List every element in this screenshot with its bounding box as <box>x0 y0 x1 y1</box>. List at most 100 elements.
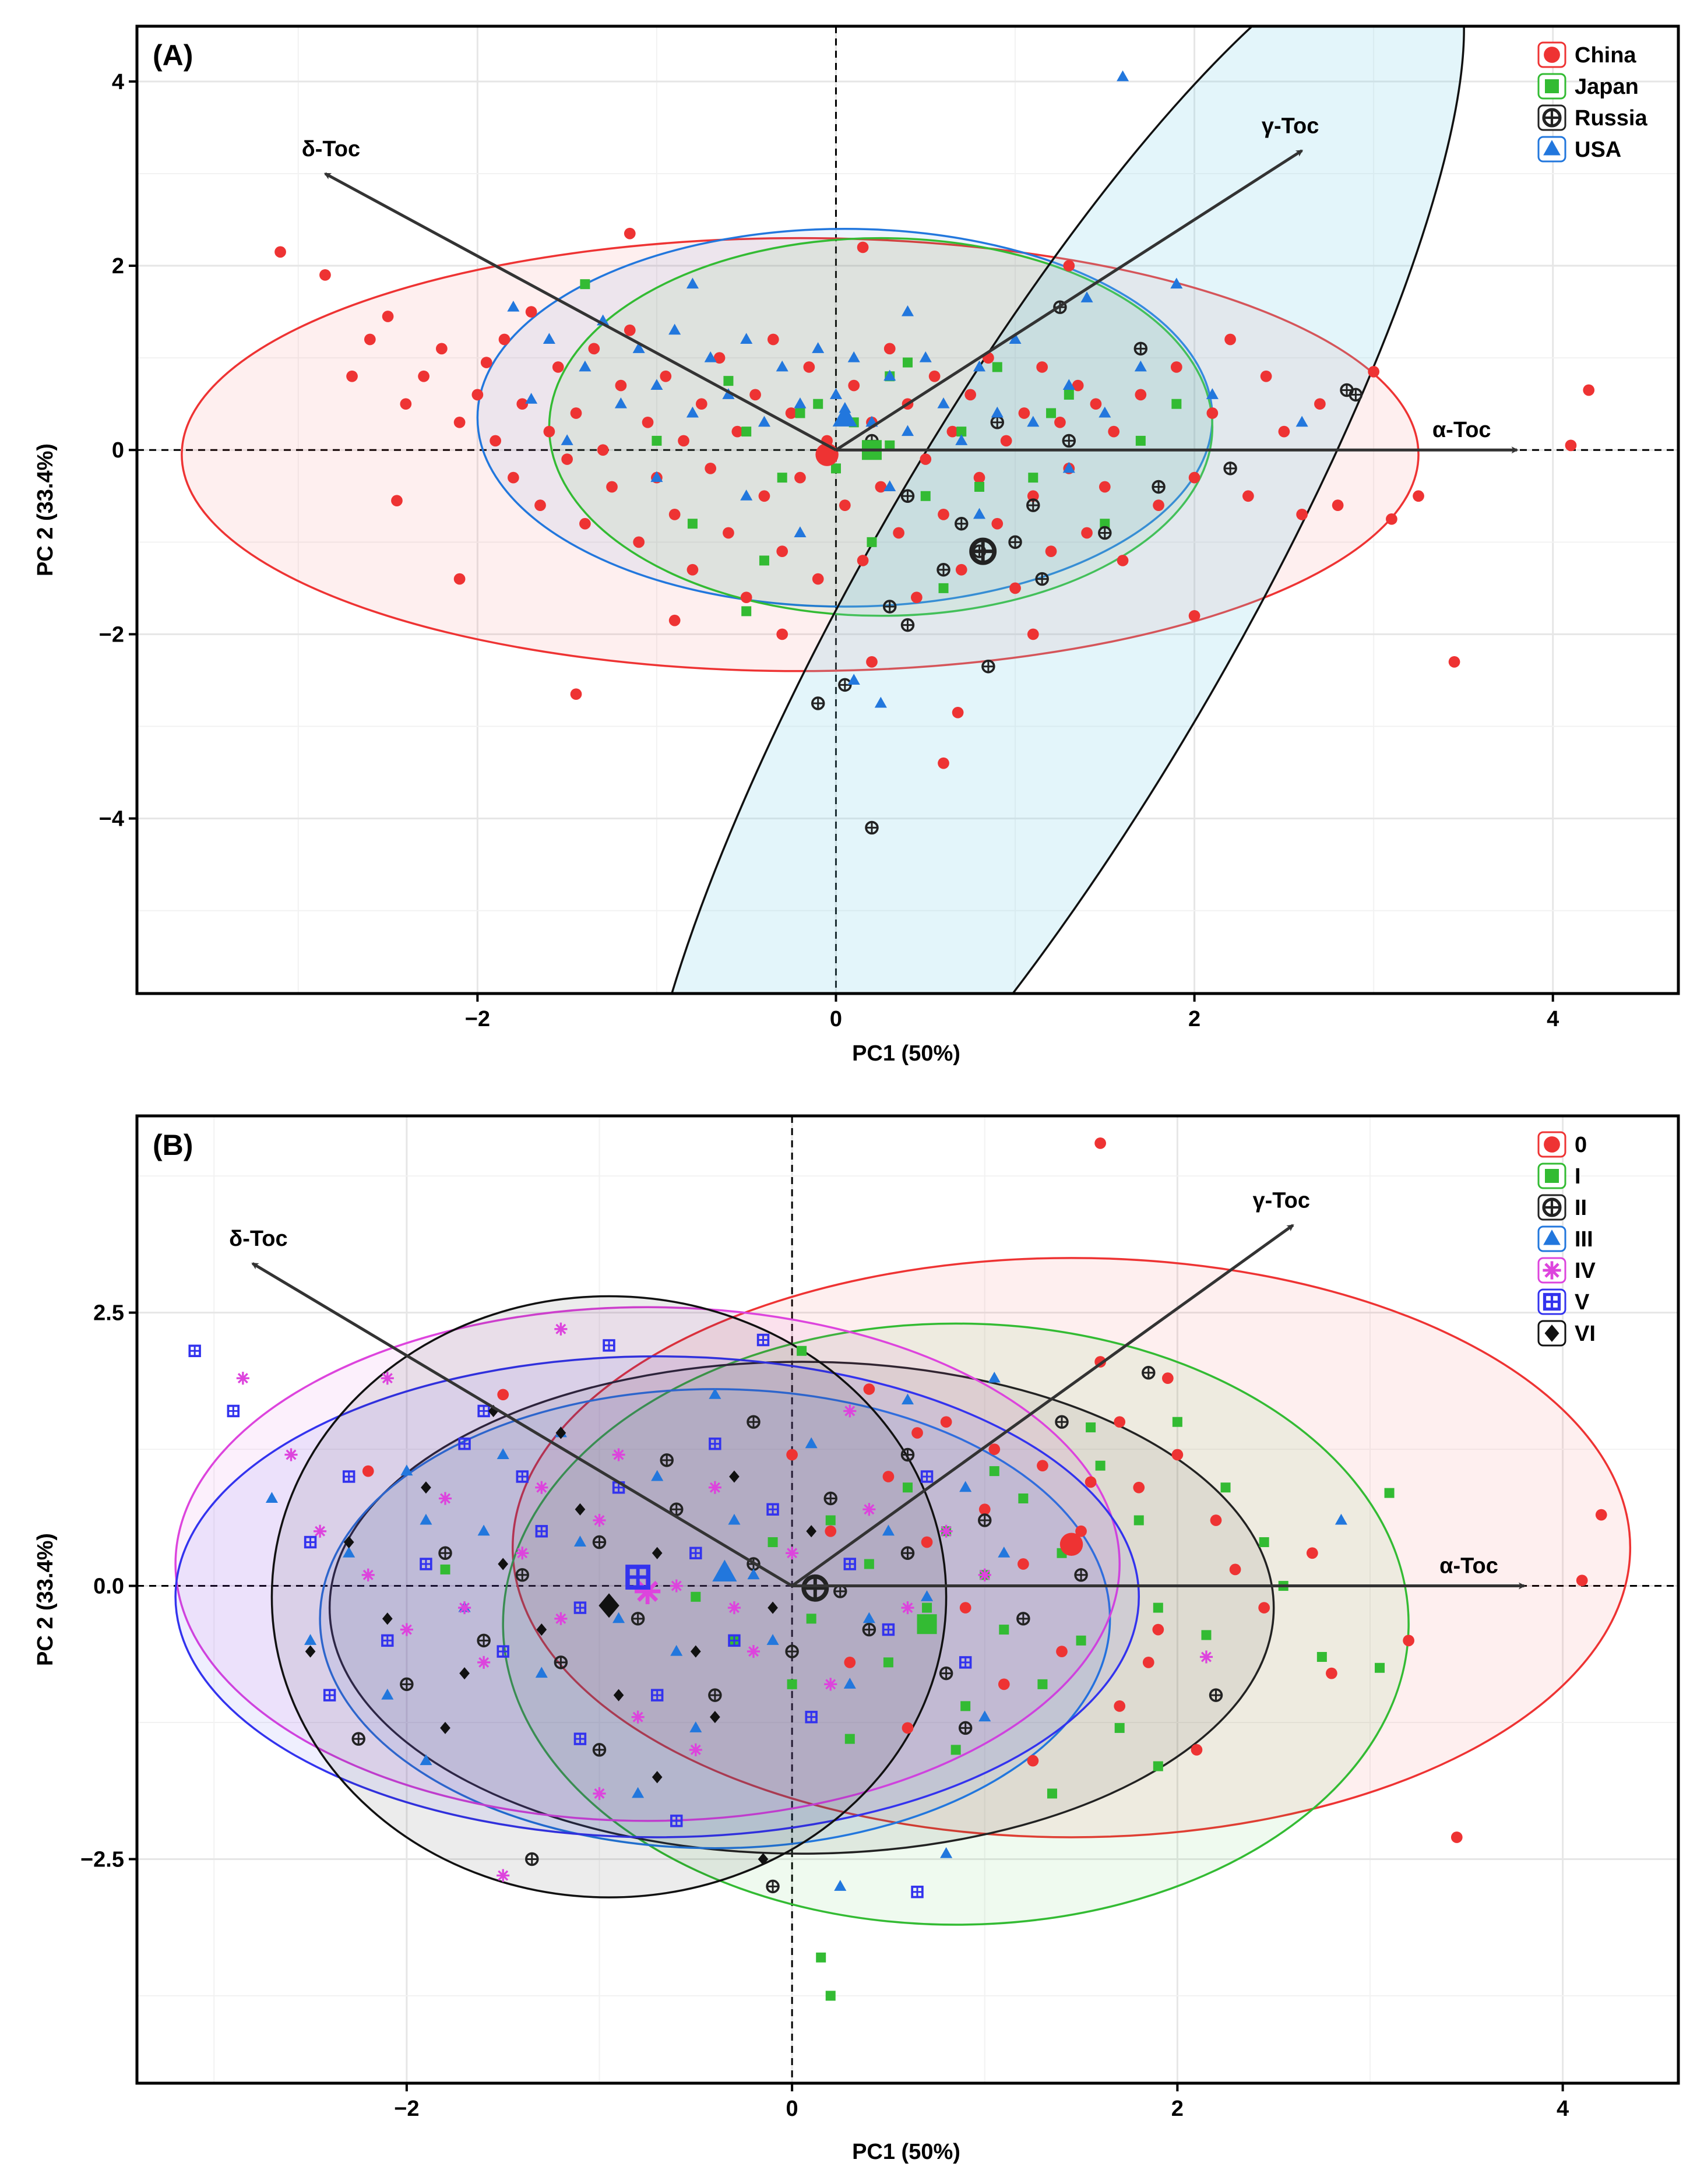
point-ii <box>592 1743 607 1757</box>
point-iv <box>314 1524 327 1538</box>
point-v <box>573 1732 587 1745</box>
point-ii <box>823 1491 837 1506</box>
point-ii <box>1055 1415 1069 1429</box>
panel-label: (B) <box>153 1129 193 1161</box>
point-china <box>938 509 949 520</box>
point-japan <box>652 435 662 446</box>
point-ii <box>631 1612 645 1626</box>
point-iii <box>843 1678 856 1689</box>
point-v <box>227 1404 240 1418</box>
point-vi <box>440 1721 450 1734</box>
point-china <box>668 614 681 626</box>
point-iii <box>940 1847 953 1858</box>
point-vi <box>305 1645 316 1658</box>
point-russia <box>1026 498 1040 512</box>
point-iv <box>901 1601 914 1615</box>
point-usa <box>525 393 538 404</box>
point-china <box>615 379 627 392</box>
point-iii <box>265 1492 278 1503</box>
point-ii <box>1016 1612 1030 1626</box>
point-v <box>516 1470 529 1483</box>
point-iv <box>516 1547 529 1560</box>
point-iii <box>497 1448 509 1459</box>
point-china <box>642 416 654 428</box>
legend-marker <box>1545 1169 1559 1183</box>
point-china <box>274 246 286 258</box>
point-japan <box>687 519 698 529</box>
point-i <box>864 1559 874 1569</box>
point-0 <box>1229 1563 1241 1576</box>
point-japan <box>992 362 1002 372</box>
point-iv <box>497 1869 510 1882</box>
point-usa <box>1027 415 1040 427</box>
y-tick-label: −4 <box>99 807 124 832</box>
point-iv <box>554 1322 568 1336</box>
point-china <box>346 370 358 382</box>
series-usa <box>507 70 1308 708</box>
point-japan <box>1028 473 1038 483</box>
point-vi <box>498 1558 509 1570</box>
point-usa <box>1117 70 1129 82</box>
point-china <box>1090 398 1102 410</box>
legend-marker <box>1545 79 1559 93</box>
point-china <box>579 517 591 530</box>
point-china <box>1018 407 1030 419</box>
point-usa <box>794 397 807 408</box>
point-ii <box>351 1732 365 1746</box>
point-0 <box>1191 1744 1203 1756</box>
loading-label: δ-Toc <box>229 1227 287 1251</box>
point-0 <box>1056 1646 1068 1657</box>
point-v <box>728 1634 741 1647</box>
point-vi <box>421 1481 431 1494</box>
point-vi <box>652 1547 663 1559</box>
point-usa <box>901 425 914 436</box>
point-0 <box>959 1602 971 1614</box>
point-0 <box>1085 1476 1097 1488</box>
point-iii <box>689 1721 702 1732</box>
point-ii <box>1142 1366 1156 1380</box>
point-ii <box>1209 1688 1223 1702</box>
point-iv <box>612 1448 625 1461</box>
point-china <box>490 435 501 447</box>
point-usa <box>507 300 520 312</box>
point-china <box>516 398 529 410</box>
point-china <box>453 416 466 428</box>
point-japan <box>1171 399 1182 409</box>
x-axis-label: PC1 (50%) <box>852 1041 960 1066</box>
point-i <box>1095 1460 1106 1471</box>
point-v <box>342 1470 355 1483</box>
point-i <box>797 1345 807 1356</box>
chart-panel-b: δ-Toc γ-Toc α-Toc −2 0 2 4 2.5 0.0 −2.5 (B) PC1 … <box>33 1114 1680 2164</box>
point-i <box>883 1657 893 1668</box>
point-china <box>1224 333 1236 346</box>
point-0 <box>1576 1574 1588 1587</box>
centroid-iii <box>712 1559 737 1582</box>
point-i <box>1220 1482 1231 1493</box>
point-china <box>1108 425 1120 438</box>
point-vi <box>758 1852 769 1866</box>
point-ii <box>785 1644 799 1658</box>
point-v <box>535 1525 548 1538</box>
point-china <box>1072 379 1084 392</box>
point-0 <box>1450 1831 1463 1843</box>
point-ii <box>747 1415 761 1429</box>
series-japan <box>580 279 1182 617</box>
point-i <box>1259 1537 1269 1548</box>
x-tick-label: 4 <box>1547 1007 1559 1031</box>
point-china <box>776 628 788 640</box>
point-v <box>709 1438 721 1450</box>
plot-area <box>137 26 1678 994</box>
point-v <box>304 1535 317 1549</box>
point-china <box>705 462 717 474</box>
ellipse-ii <box>328 1361 1275 1855</box>
ellipse-iv <box>174 1306 1121 1822</box>
point-usa <box>937 397 950 408</box>
point-china <box>498 333 511 346</box>
point-usa <box>776 360 788 372</box>
y-axis-label: PC 2 (33.4%) <box>33 443 58 576</box>
point-i <box>1037 1679 1048 1689</box>
point-0 <box>786 1449 798 1461</box>
point-china <box>1054 416 1066 428</box>
point-ii <box>833 1584 847 1598</box>
point-russia <box>811 696 825 710</box>
